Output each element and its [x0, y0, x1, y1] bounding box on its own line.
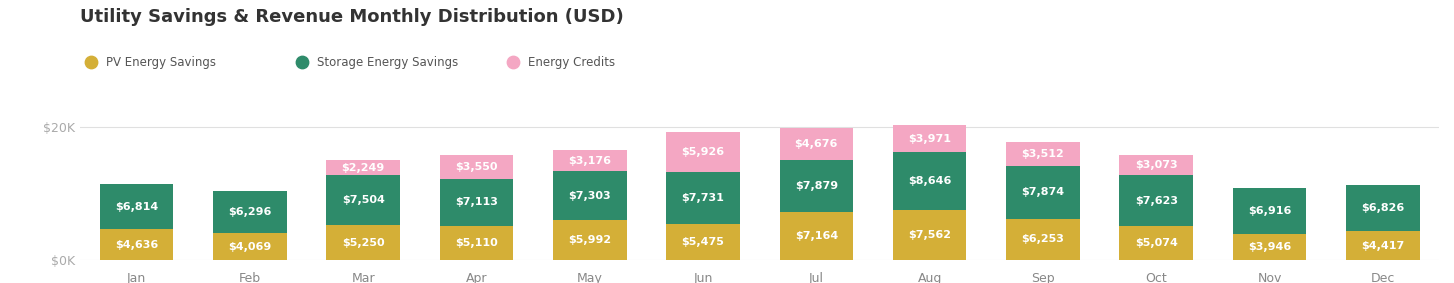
Bar — [779, 160, 853, 213]
Bar — [779, 213, 853, 260]
Text: Jun: Jun — [694, 272, 712, 283]
Text: $8,646: $8,646 — [907, 176, 951, 186]
Text: Oct: Oct — [1146, 272, 1168, 283]
Text: $7,504: $7,504 — [342, 195, 385, 205]
Text: Sep: Sep — [1031, 272, 1054, 283]
Text: $4,069: $4,069 — [228, 242, 272, 252]
Text: PV Energy Savings: PV Energy Savings — [106, 56, 217, 69]
Text: Dec: Dec — [1371, 272, 1394, 283]
Bar — [100, 184, 173, 229]
Bar — [214, 233, 286, 260]
Text: Energy Credits: Energy Credits — [528, 56, 615, 69]
Text: Jul: Jul — [808, 272, 824, 283]
Text: $5,074: $5,074 — [1134, 238, 1178, 248]
Bar — [1346, 231, 1419, 260]
Text: $4,636: $4,636 — [115, 240, 158, 250]
Bar — [666, 132, 740, 172]
Text: $5,250: $5,250 — [342, 238, 384, 248]
Text: $3,073: $3,073 — [1136, 160, 1178, 170]
Bar — [553, 171, 627, 220]
Bar — [1006, 218, 1080, 260]
Text: $6,916: $6,916 — [1248, 206, 1291, 216]
Bar — [1120, 155, 1194, 175]
Bar — [1120, 226, 1194, 260]
Text: May: May — [577, 272, 603, 283]
Bar — [1233, 188, 1306, 234]
Text: $3,971: $3,971 — [909, 134, 951, 144]
Bar — [326, 160, 400, 175]
Text: $3,512: $3,512 — [1022, 149, 1064, 159]
Bar — [214, 191, 286, 233]
Text: $2,249: $2,249 — [342, 162, 385, 173]
Bar — [666, 172, 740, 224]
Text: $7,623: $7,623 — [1134, 196, 1178, 206]
Bar — [553, 220, 627, 260]
Text: $5,926: $5,926 — [682, 147, 724, 157]
Text: $6,296: $6,296 — [228, 207, 272, 217]
Bar — [779, 128, 853, 160]
Text: $6,826: $6,826 — [1361, 203, 1405, 213]
Text: $7,303: $7,303 — [569, 191, 611, 201]
Text: $3,176: $3,176 — [569, 156, 611, 166]
Text: $6,814: $6,814 — [115, 201, 158, 212]
Text: Jan: Jan — [126, 272, 147, 283]
Text: Storage Energy Savings: Storage Energy Savings — [317, 56, 458, 69]
Text: Utility Savings & Revenue Monthly Distribution (USD): Utility Savings & Revenue Monthly Distri… — [80, 8, 624, 27]
Text: $6,253: $6,253 — [1022, 234, 1064, 245]
Text: $7,113: $7,113 — [455, 197, 497, 207]
Text: $7,562: $7,562 — [909, 230, 951, 240]
Bar — [1346, 185, 1419, 231]
Bar — [553, 150, 627, 171]
Text: $3,550: $3,550 — [455, 162, 497, 172]
Text: Nov: Nov — [1258, 272, 1282, 283]
Bar — [439, 155, 513, 179]
Bar — [893, 152, 967, 210]
Bar — [893, 125, 967, 152]
Text: Apr: Apr — [465, 272, 487, 283]
Bar — [666, 224, 740, 260]
Text: $5,475: $5,475 — [682, 237, 724, 247]
Text: Aug: Aug — [917, 272, 942, 283]
Bar — [1006, 166, 1080, 218]
Text: $7,879: $7,879 — [795, 181, 838, 191]
Text: Mar: Mar — [352, 272, 375, 283]
Bar — [1233, 234, 1306, 260]
Bar — [1006, 142, 1080, 166]
Text: $4,417: $4,417 — [1361, 241, 1405, 250]
Bar — [439, 179, 513, 226]
Bar — [893, 210, 967, 260]
Bar — [326, 175, 400, 225]
Bar — [1120, 175, 1194, 226]
Text: $4,676: $4,676 — [795, 139, 838, 149]
Text: $7,731: $7,731 — [682, 193, 724, 203]
Bar — [100, 229, 173, 260]
Text: $5,110: $5,110 — [455, 238, 497, 248]
Text: $3,946: $3,946 — [1248, 242, 1291, 252]
Text: $5,992: $5,992 — [569, 235, 611, 245]
Bar — [326, 225, 400, 260]
Text: Feb: Feb — [238, 272, 260, 283]
Text: $7,874: $7,874 — [1021, 187, 1064, 197]
Text: $7,164: $7,164 — [795, 231, 838, 241]
Bar — [439, 226, 513, 260]
